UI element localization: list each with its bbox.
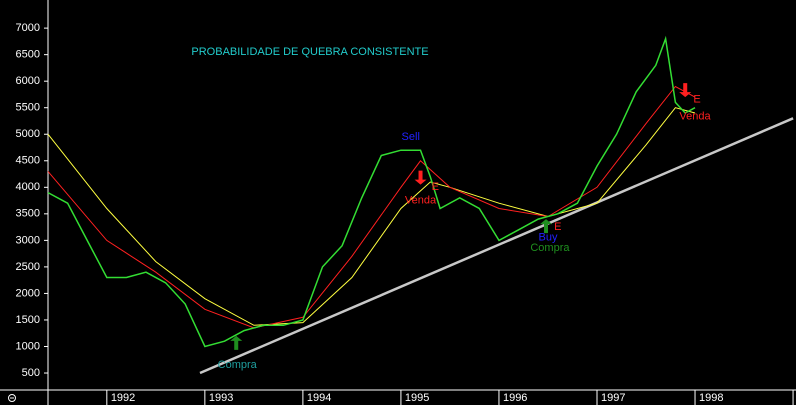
x-tick-label: 1998 xyxy=(699,392,723,404)
zoom-icon[interactable] xyxy=(8,394,16,402)
price-line xyxy=(47,35,696,348)
x-tick-label: 1995 xyxy=(405,392,429,404)
y-tick-label: 4500 xyxy=(16,155,40,167)
x-tick-label: 1994 xyxy=(307,392,331,404)
y-tick-label: 6000 xyxy=(16,75,40,87)
y-tick-label: 1000 xyxy=(16,340,40,352)
y-tick-label: 3000 xyxy=(16,234,40,246)
y-tick-label: 7000 xyxy=(16,22,40,34)
signal-arrow xyxy=(230,335,243,350)
annotation: Compra xyxy=(530,242,570,254)
moving-average xyxy=(47,85,696,329)
chart-title: PROBABILIDADE DE QUEBRA CONSISTENTE xyxy=(191,46,428,58)
y-tick-label: 500 xyxy=(22,367,40,379)
x-tick-label: 1996 xyxy=(503,392,527,404)
annotation: E xyxy=(554,221,561,233)
annotation: Compra xyxy=(218,359,258,371)
annotation: Sell xyxy=(402,131,420,143)
y-tick-label: 2000 xyxy=(16,287,40,299)
annotation: Venda xyxy=(405,194,437,206)
y-tick-label: 3500 xyxy=(16,208,40,220)
y-tick-label: 6500 xyxy=(16,49,40,61)
signal-arrow xyxy=(679,83,692,98)
y-tick-label: 2500 xyxy=(16,261,40,273)
annotation: Buy xyxy=(538,232,557,244)
y-tick-label: 4000 xyxy=(16,181,40,193)
y-tick-label: 1500 xyxy=(16,314,40,326)
moving-average xyxy=(47,107,696,326)
signal-arrow xyxy=(540,219,553,234)
y-tick-label: 5000 xyxy=(16,128,40,140)
annotation: E xyxy=(432,181,439,193)
signal-arrow xyxy=(414,170,427,185)
trend-line xyxy=(199,117,794,375)
x-tick-label: 1993 xyxy=(209,392,233,404)
x-tick-label: 1992 xyxy=(111,392,135,404)
annotation: E xyxy=(693,94,700,106)
y-tick-label: 5500 xyxy=(16,102,40,114)
annotation: Venda xyxy=(679,111,711,123)
x-tick-label: 1997 xyxy=(601,392,625,404)
